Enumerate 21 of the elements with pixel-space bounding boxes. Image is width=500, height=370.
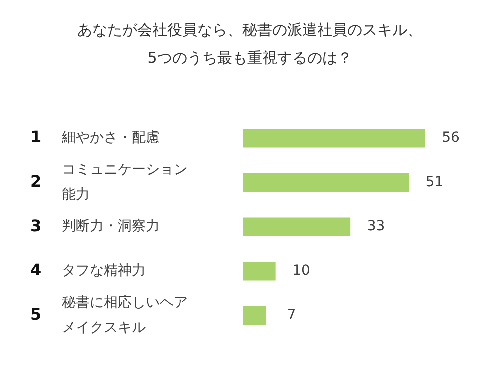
y-tick-label: 細やかさ・配慮 bbox=[61, 130, 160, 146]
y-tick-label: 秘書に相応しいヘアメイクスキル bbox=[62, 294, 188, 336]
data-label: 51 bbox=[426, 174, 444, 190]
data-label: 56 bbox=[442, 130, 460, 146]
data-label: 7 bbox=[287, 307, 296, 324]
data-label: 10 bbox=[292, 263, 310, 280]
bar bbox=[243, 173, 410, 192]
y-tick-label: タフな精神力 bbox=[62, 263, 146, 280]
text: 1 bbox=[30, 128, 42, 147]
data-label: 33 bbox=[367, 218, 386, 235]
bar bbox=[243, 218, 351, 236]
bar bbox=[243, 262, 276, 281]
text: 3 bbox=[30, 216, 42, 236]
bar bbox=[243, 306, 266, 326]
text: 5 bbox=[30, 304, 42, 324]
chart-title: あなたが会社役員なら、秘書の派遣社員のスキル、 5つのうち最も重視するのは？ bbox=[76, 20, 424, 69]
text: 2 bbox=[30, 172, 42, 191]
bar bbox=[243, 129, 425, 148]
text: 4 bbox=[30, 260, 42, 280]
y-tick-label: 判断力・洞察力 bbox=[62, 218, 160, 235]
y-tick-label: コミュニケーション能力 bbox=[62, 162, 188, 203]
